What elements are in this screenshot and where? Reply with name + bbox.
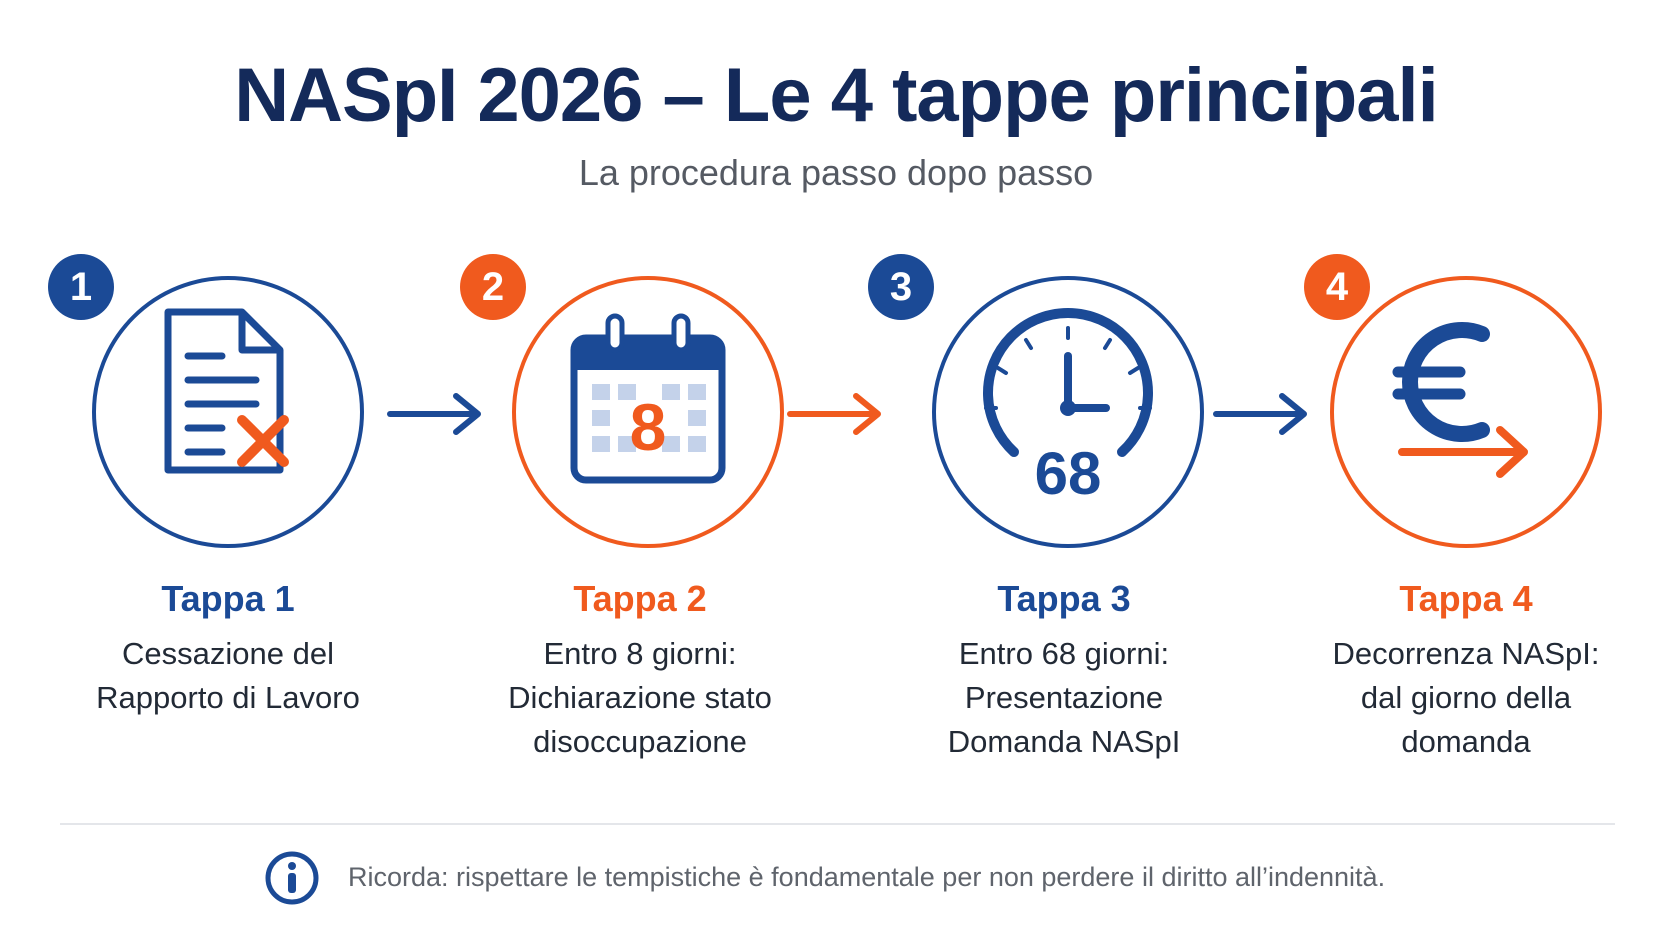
divider xyxy=(60,823,1615,825)
step-4-description: Decorrenza NASpI: dal giorno della doman… xyxy=(1332,636,1600,759)
calendar-day-number: 8 xyxy=(630,390,667,464)
arrow-right-icon xyxy=(787,393,881,435)
step-3-description: Entro 68 giorni: Presentazione Domanda N… xyxy=(947,636,1181,759)
reminder-note: Ricorda: rispettare le tempistiche è fon… xyxy=(348,862,1386,892)
clock-days-number: 68 xyxy=(1035,440,1102,507)
step-2-description: Entro 8 giorni: Dichiarazione stato diso… xyxy=(508,636,772,759)
step-4-circle xyxy=(1330,276,1602,548)
step-1-description: Cessazione del Rapporto di Lavoro xyxy=(96,636,360,715)
arrow-right-icon xyxy=(387,393,481,435)
step-3-number-badge: 3 xyxy=(868,254,934,320)
arrow-right-icon xyxy=(1213,393,1307,435)
page-title: NASpI 2026 – Le 4 tappe principali xyxy=(234,53,1439,138)
step-2: 8 2 Tappa 2 Entro 8 giorni: Dichiarazion… xyxy=(460,0,820,760)
step-2-title: Tappa 2 xyxy=(573,578,707,619)
step-1-number-badge: 1 xyxy=(48,254,114,320)
document-cancel-icon xyxy=(164,308,289,474)
step-2-number-badge: 2 xyxy=(460,254,526,320)
step-4-title: Tappa 4 xyxy=(1399,578,1533,619)
step-3-circle: 68 xyxy=(932,276,1204,548)
calendar-icon: 8 xyxy=(570,313,726,484)
page-subtitle: La procedura passo dopo passo xyxy=(578,152,1094,193)
info-icon xyxy=(265,851,319,905)
step-1-title: Tappa 1 xyxy=(161,578,295,619)
step-3-title: Tappa 3 xyxy=(997,578,1131,619)
step-4-number-badge: 4 xyxy=(1304,254,1370,320)
step-3: 68 3 Tappa 3 Entro 68 giorni: Presentazi… xyxy=(868,0,1236,760)
step-1: 1 Tappa 1 Cessazione del Rapporto di Lav… xyxy=(48,0,408,760)
clock-icon: 68 xyxy=(983,307,1153,507)
step-1-circle xyxy=(92,276,364,548)
euro-arrow-icon xyxy=(1392,322,1528,478)
step-2-circle: 8 xyxy=(512,276,784,548)
step-4: 4 Tappa 4 Decorrenza NASpI: dal giorno d… xyxy=(1280,0,1640,760)
